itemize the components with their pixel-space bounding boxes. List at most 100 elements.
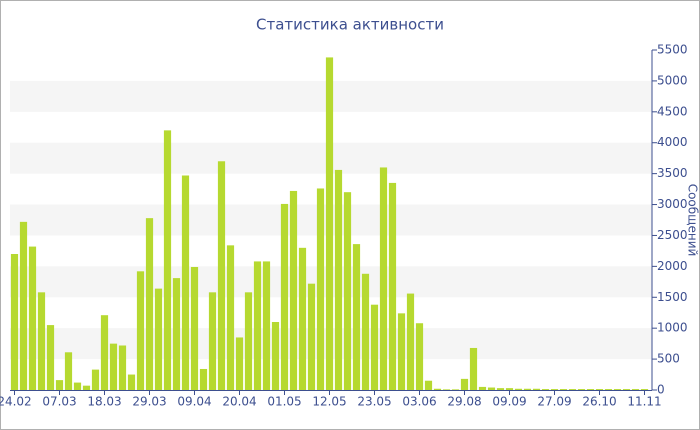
bar xyxy=(406,293,415,390)
bar xyxy=(19,221,28,390)
bar xyxy=(334,169,343,390)
bar xyxy=(28,246,37,390)
bar xyxy=(433,388,442,390)
bar xyxy=(73,382,82,390)
x-tick-label: 07.03 xyxy=(42,395,76,409)
bar xyxy=(343,192,352,390)
bar xyxy=(388,182,397,390)
x-tick-label: 20.04 xyxy=(222,395,256,409)
y-tick-label: 5500 xyxy=(657,43,688,57)
y-tick-label: 2500 xyxy=(657,228,688,242)
bar xyxy=(631,389,640,390)
bar xyxy=(379,167,388,390)
bar xyxy=(55,380,64,390)
bar xyxy=(280,203,289,390)
bar xyxy=(10,254,19,390)
bar xyxy=(370,304,379,390)
bar xyxy=(172,278,181,390)
x-tick-label: 11.11 xyxy=(627,395,661,409)
x-tick-label: 01.05 xyxy=(267,395,301,409)
bar xyxy=(307,283,316,390)
bar xyxy=(37,292,46,390)
bar xyxy=(478,386,487,390)
y-tick-label: 1000 xyxy=(657,321,688,335)
x-tick-label: 26.10 xyxy=(582,395,616,409)
bar xyxy=(226,245,235,390)
bar xyxy=(577,389,586,390)
bar xyxy=(298,247,307,390)
bar xyxy=(316,188,325,390)
x-tick-label: 27.09 xyxy=(537,395,571,409)
bar xyxy=(352,244,361,390)
bar xyxy=(253,261,262,390)
bar xyxy=(154,288,163,390)
bar xyxy=(541,389,550,390)
bar xyxy=(190,266,199,390)
bar xyxy=(199,368,208,390)
bar xyxy=(100,315,109,390)
bar xyxy=(568,389,577,390)
bar xyxy=(289,190,298,390)
x-tick-label: 09.09 xyxy=(492,395,526,409)
y-tick-label: 0 xyxy=(657,383,665,397)
bar xyxy=(424,380,433,390)
bar xyxy=(586,389,595,390)
y-axis-label: Сообщений xyxy=(686,184,700,257)
bar xyxy=(451,389,460,390)
bar xyxy=(46,325,55,390)
y-tick-label: 2000 xyxy=(657,259,688,273)
x-tick-label: 24.02 xyxy=(0,395,32,409)
bar xyxy=(460,378,469,390)
y-tick-label: 4000 xyxy=(657,135,688,149)
bar xyxy=(325,57,334,390)
bar xyxy=(640,389,649,390)
y-tick-label: 1500 xyxy=(657,290,688,304)
bar xyxy=(514,388,523,390)
x-tick-label: 29.08 xyxy=(447,395,481,409)
bar xyxy=(271,322,280,390)
bar xyxy=(118,345,127,390)
bar xyxy=(604,389,613,390)
bar xyxy=(595,389,604,390)
chart-title: Статистика активности xyxy=(256,16,444,34)
x-tick-label: 03.06 xyxy=(402,395,436,409)
y-tick-label: 5000 xyxy=(657,73,688,87)
bar xyxy=(523,388,532,390)
bar xyxy=(181,175,190,390)
bar xyxy=(397,313,406,390)
bar xyxy=(262,261,271,390)
bar xyxy=(505,388,514,390)
bar xyxy=(469,347,478,390)
y-tick-label: 500 xyxy=(657,352,680,366)
bar xyxy=(622,389,631,390)
x-tick-label: 12.05 xyxy=(312,395,346,409)
bar xyxy=(82,385,91,390)
bar xyxy=(163,130,172,390)
bar xyxy=(532,388,541,390)
bar xyxy=(208,292,217,390)
bar xyxy=(145,218,154,390)
bar xyxy=(415,323,424,390)
y-tick-label: 3000 xyxy=(657,197,688,211)
bar xyxy=(109,343,118,390)
bar xyxy=(217,161,226,390)
x-tick-label: 23.05 xyxy=(357,395,391,409)
bar xyxy=(235,337,244,390)
bar xyxy=(487,387,496,390)
x-tick-label: 29.03 xyxy=(132,395,166,409)
bar xyxy=(361,273,370,390)
bar xyxy=(559,389,568,390)
bar xyxy=(550,389,559,390)
y-tick-label: 3500 xyxy=(657,166,688,180)
bar xyxy=(613,389,622,390)
x-tick-label: 18.03 xyxy=(87,395,121,409)
y-tick-label: 4500 xyxy=(657,104,688,118)
bar xyxy=(496,388,505,390)
bar xyxy=(127,374,136,390)
bar xyxy=(64,352,73,390)
bar xyxy=(136,271,145,390)
bar xyxy=(442,389,451,390)
bar xyxy=(244,292,253,390)
